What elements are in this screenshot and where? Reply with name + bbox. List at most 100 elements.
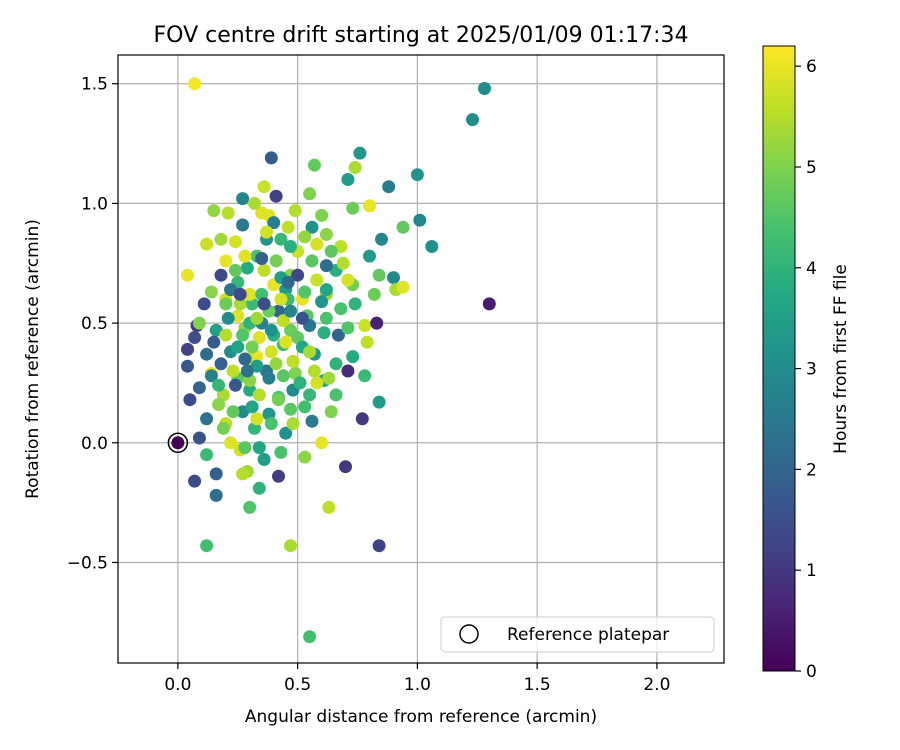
y-tick-label: 1.5	[81, 75, 108, 95]
scatter-point	[207, 204, 221, 218]
scatter-point	[224, 436, 238, 450]
scatter-point	[269, 189, 283, 203]
y-tick-label: −0.5	[67, 553, 108, 573]
scatter-point	[262, 371, 276, 385]
scatter-point	[207, 335, 221, 349]
scatter-point	[252, 441, 266, 455]
scatter-point	[298, 285, 312, 299]
scatter-point	[305, 254, 319, 268]
scatter-point	[324, 244, 338, 258]
scatter-point	[319, 259, 333, 273]
scatter-point	[293, 376, 307, 390]
scatter-point	[181, 268, 194, 282]
y-axis-label: Rotation from reference (arcmin)	[23, 219, 43, 499]
scatter-point	[284, 402, 297, 416]
scatter-point	[353, 146, 367, 160]
scatter-point	[291, 268, 305, 282]
plot-frame	[117, 54, 725, 664]
colorbar-tick-label: 4	[806, 259, 817, 279]
scatter-point	[188, 331, 202, 344]
scatter-point	[324, 405, 338, 419]
reference-point	[171, 436, 185, 450]
scatter-point	[272, 469, 285, 483]
scatter-point	[363, 249, 376, 263]
scatter-point	[341, 273, 355, 287]
scatter-point	[252, 481, 266, 495]
scatter-point	[319, 228, 333, 241]
scatter-point	[331, 328, 345, 342]
scatter-point	[214, 232, 228, 246]
scatter-point	[334, 302, 348, 316]
scatter-point	[257, 180, 271, 194]
colorbar-tick-label: 2	[806, 460, 817, 480]
scatter-point	[322, 371, 336, 385]
scatter-point	[315, 436, 329, 450]
scatter-point	[231, 340, 245, 354]
reference-marker	[167, 432, 189, 454]
scatter-point	[214, 357, 228, 371]
scatter-point	[219, 297, 233, 311]
scatter-point	[348, 297, 362, 311]
scatter-point	[305, 220, 319, 234]
scatter-point	[236, 192, 250, 206]
colorbar-tick-label: 6	[806, 57, 817, 77]
scatter-point	[200, 347, 214, 361]
scatter-point	[274, 445, 288, 459]
scatter-point	[216, 388, 230, 402]
scatter-point	[209, 488, 223, 502]
scatter-point	[346, 350, 360, 364]
scatter-point	[387, 271, 400, 285]
scatter-point	[284, 240, 297, 253]
scatter-point	[358, 369, 372, 383]
scatter-point	[341, 173, 355, 186]
colorbar-ticks: 0 1 2 3 4 5 6	[795, 57, 817, 682]
scatter-point	[200, 237, 214, 251]
scatter-point	[233, 297, 247, 311]
scatter-point	[212, 398, 226, 411]
scatter-point	[370, 316, 384, 330]
x-tick-label: 0.0	[164, 675, 191, 695]
scatter-point	[276, 369, 290, 383]
scatter-point	[310, 376, 324, 390]
scatter-point	[255, 206, 269, 220]
scatter-point	[240, 261, 254, 275]
scatter-point	[307, 364, 321, 378]
scatter-point	[279, 426, 293, 440]
x-tick-label: 0.5	[284, 675, 311, 695]
scatter-point	[228, 263, 242, 277]
grid-lines	[118, 55, 724, 663]
scatter-point	[307, 158, 321, 172]
colorbar-tick-label: 3	[806, 360, 817, 380]
scatter-point	[264, 345, 278, 359]
scatter-point	[295, 311, 309, 325]
scatter-point	[252, 388, 266, 402]
scatter-point	[319, 283, 333, 297]
scatter-point	[216, 421, 230, 435]
reference-ring	[167, 432, 189, 454]
data-points	[181, 77, 496, 644]
scatter-point	[382, 180, 396, 194]
x-axis-label: Angular distance from reference (arcmin)	[245, 707, 597, 727]
scatter-point	[339, 460, 352, 474]
chart-title: FOV centre drift starting at 2025/01/09 …	[154, 23, 689, 48]
scatter-point	[355, 412, 369, 426]
scatter-point	[257, 263, 271, 277]
scatter-point	[181, 359, 194, 373]
scatter-point	[315, 295, 329, 309]
scatter-point	[336, 256, 350, 270]
scatter-point	[236, 467, 250, 481]
scatter-point	[192, 316, 206, 330]
scatter-point	[358, 319, 372, 332]
scatter-point	[200, 448, 214, 462]
scatter-point	[255, 252, 269, 265]
scatter-point	[257, 453, 271, 466]
scatter-point	[221, 206, 235, 220]
x-axis-ticks: 0.0 0.5 1.0 1.5 2.0	[164, 663, 670, 695]
scatter-point	[276, 314, 290, 328]
scatter-point	[233, 287, 247, 301]
x-tick-label: 1.5	[524, 675, 551, 695]
scatter-point	[204, 369, 218, 383]
legend: Reference platepar	[440, 616, 715, 653]
scatter-point	[303, 630, 317, 644]
